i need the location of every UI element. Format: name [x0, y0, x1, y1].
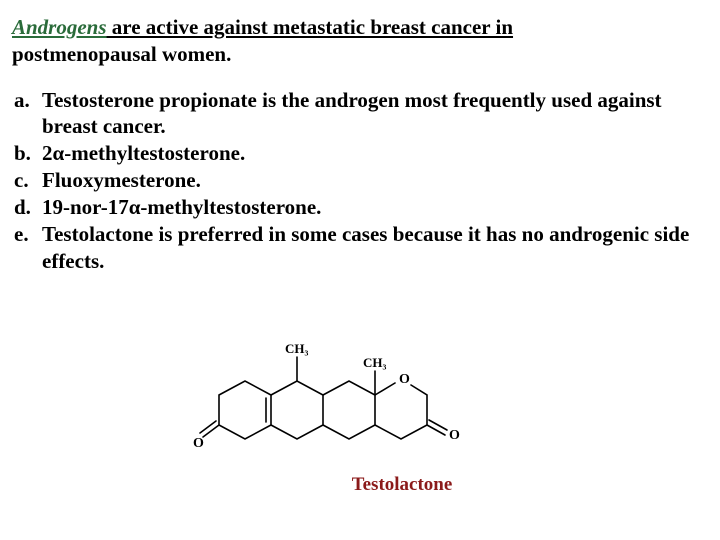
atom-ch3-a: CH₃	[285, 341, 309, 356]
list-item: b. 2α-methyltestosterone.	[12, 140, 702, 167]
heading: Androgens are active against metastatic …	[12, 14, 702, 69]
item-text: 19-nor-17α-methyltestosterone.	[42, 194, 702, 221]
item-marker: c.	[12, 167, 42, 194]
list-item: e. Testolactone is preferred in some cas…	[12, 221, 702, 275]
heading-line2: postmenopausal women.	[12, 42, 231, 66]
item-marker: d.	[12, 194, 42, 221]
atom-o-left: O	[193, 436, 204, 451]
item-marker: e.	[12, 221, 42, 248]
atom-o-right: O	[449, 428, 460, 443]
testolactone-structure: O O O CH₃ CH₃	[187, 287, 527, 467]
item-text: Testolactone is preferred in some cases …	[42, 221, 702, 275]
list-item: a. Testosterone propionate is the androg…	[12, 87, 702, 141]
item-marker: b.	[12, 140, 42, 167]
item-marker: a.	[12, 87, 42, 114]
atom-o-ring: O	[399, 372, 410, 387]
item-text: Testosterone propionate is the androgen …	[42, 87, 702, 141]
molecule-label: Testolactone	[102, 474, 702, 496]
list: a. Testosterone propionate is the androg…	[12, 87, 702, 275]
item-text: 2α-methyltestosterone.	[42, 140, 702, 167]
heading-rest1: are active against metastatic breast can…	[107, 15, 514, 39]
heading-emphasis: Androgens	[12, 15, 107, 39]
item-text: Fluoxymesterone.	[42, 167, 702, 194]
list-item: d. 19-nor-17α-methyltestosterone.	[12, 194, 702, 221]
molecule-figure: O O O CH₃ CH₃ Testolactone	[12, 287, 702, 496]
atom-ch3-b: CH₃	[363, 355, 387, 370]
list-item: c. Fluoxymesterone.	[12, 167, 702, 194]
